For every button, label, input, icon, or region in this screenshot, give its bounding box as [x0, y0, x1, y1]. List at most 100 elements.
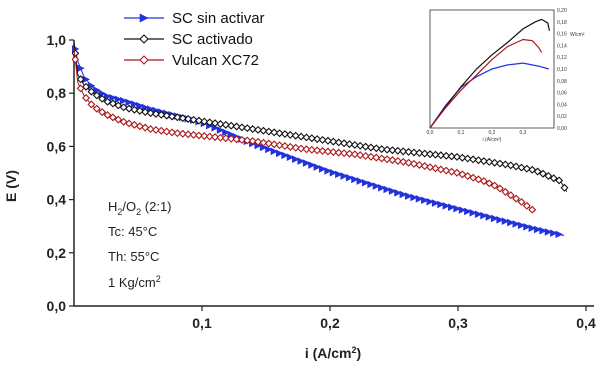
data-point: [216, 120, 225, 128]
conditions-annotation: H2/O2 (2:1) Tc: 45°C Th: 55°C 1 Kg/cm2: [108, 199, 172, 290]
data-point: [491, 214, 499, 223]
data-point: [286, 153, 295, 162]
data-point: [324, 167, 332, 175]
data-point: [335, 170, 343, 179]
data-point: [458, 170, 467, 179]
data-point: [448, 203, 456, 212]
data-point: [254, 137, 263, 146]
x-ticks: 0,1 0,2 0,3 0,4: [192, 306, 596, 331]
inset-x-tick-label: 0,0: [427, 130, 434, 136]
data-point: [420, 162, 429, 171]
data-point: [77, 64, 85, 73]
y-tick-label: 0,2: [47, 245, 67, 261]
data-point: [173, 113, 182, 122]
data-point: [216, 126, 225, 134]
data-point: [447, 167, 456, 176]
data-point: [270, 147, 279, 156]
data-point: [216, 133, 225, 142]
data-point: [340, 139, 349, 148]
data-point: [334, 148, 343, 157]
data-point: [426, 150, 435, 159]
data-point: [108, 113, 117, 122]
series-vulcan-xc72: [72, 47, 537, 214]
data-point: [205, 132, 214, 141]
data-point: [280, 130, 289, 139]
data-point: [329, 148, 338, 157]
data-point: [340, 149, 349, 158]
inset-y-tick-label: 0,16: [557, 32, 567, 38]
inset-x-tick-label: 0,2: [489, 130, 496, 136]
data-point: [404, 147, 413, 156]
data-point: [522, 164, 531, 173]
x-tick-label: 0,2: [320, 315, 340, 331]
data-point: [399, 157, 408, 166]
data-point: [356, 141, 365, 150]
data-point: [479, 157, 488, 166]
data-point: [490, 158, 499, 167]
y-tick-label: 0,4: [47, 192, 67, 208]
data-point: [275, 129, 284, 138]
data-point: [318, 135, 327, 144]
data-point: [109, 93, 117, 102]
data-point: [485, 213, 494, 221]
data-point: [72, 55, 80, 64]
data-point: [366, 152, 375, 161]
data-point: [184, 114, 193, 123]
inset-series-line: [429, 38, 543, 129]
data-point: [281, 151, 289, 160]
data-point: [329, 137, 338, 146]
data-point: [178, 129, 187, 138]
data-point: [286, 130, 295, 139]
data-point: [125, 98, 134, 107]
data-point: [313, 146, 322, 155]
data-point: [222, 128, 230, 137]
data-point: [522, 201, 531, 210]
inset-y-tick-label: 0,12: [557, 55, 567, 61]
data-point: [377, 145, 386, 154]
data-point: [200, 132, 209, 140]
data-point: [302, 133, 311, 142]
data-point: [232, 135, 241, 144]
data-point: [221, 134, 230, 143]
data-point: [458, 153, 467, 162]
x-tick-label: 0,4: [576, 315, 596, 331]
data-point: [399, 147, 408, 156]
inset-y-tick-label: 0,04: [557, 102, 567, 108]
data-point: [485, 179, 494, 188]
data-point: [297, 132, 306, 141]
inset-y-tick-label: 0,06: [557, 91, 567, 97]
data-point: [496, 216, 504, 224]
data-point: [480, 211, 488, 220]
data-point: [76, 84, 85, 93]
data-point: [103, 111, 112, 120]
data-point: [496, 184, 504, 193]
data-point: [307, 145, 316, 154]
x-axis-title: i (A/cm2): [305, 345, 361, 361]
data-point: [415, 160, 424, 169]
data-point: [544, 228, 553, 236]
data-point: [280, 142, 289, 151]
data-point: [92, 104, 101, 113]
data-point: [361, 178, 370, 187]
data-point: [168, 112, 177, 121]
data-point: [394, 189, 402, 197]
data-point: [139, 55, 149, 65]
data-point: [297, 157, 306, 165]
data-point: [452, 152, 461, 161]
data-point: [114, 115, 123, 124]
data-point: [265, 145, 273, 154]
data-point: [270, 140, 279, 149]
data-point: [135, 106, 144, 115]
data-point: [377, 154, 386, 163]
series-layer: [72, 42, 569, 239]
data-point: [404, 158, 413, 167]
data-point: [501, 217, 510, 225]
data-point: [528, 224, 537, 232]
data-point: [350, 140, 359, 149]
data-point: [544, 172, 553, 180]
data-point: [259, 126, 268, 135]
x-tick-label: 0,1: [192, 315, 212, 331]
data-point: [119, 103, 128, 112]
data-point: [227, 121, 236, 130]
data-point: [496, 159, 504, 168]
